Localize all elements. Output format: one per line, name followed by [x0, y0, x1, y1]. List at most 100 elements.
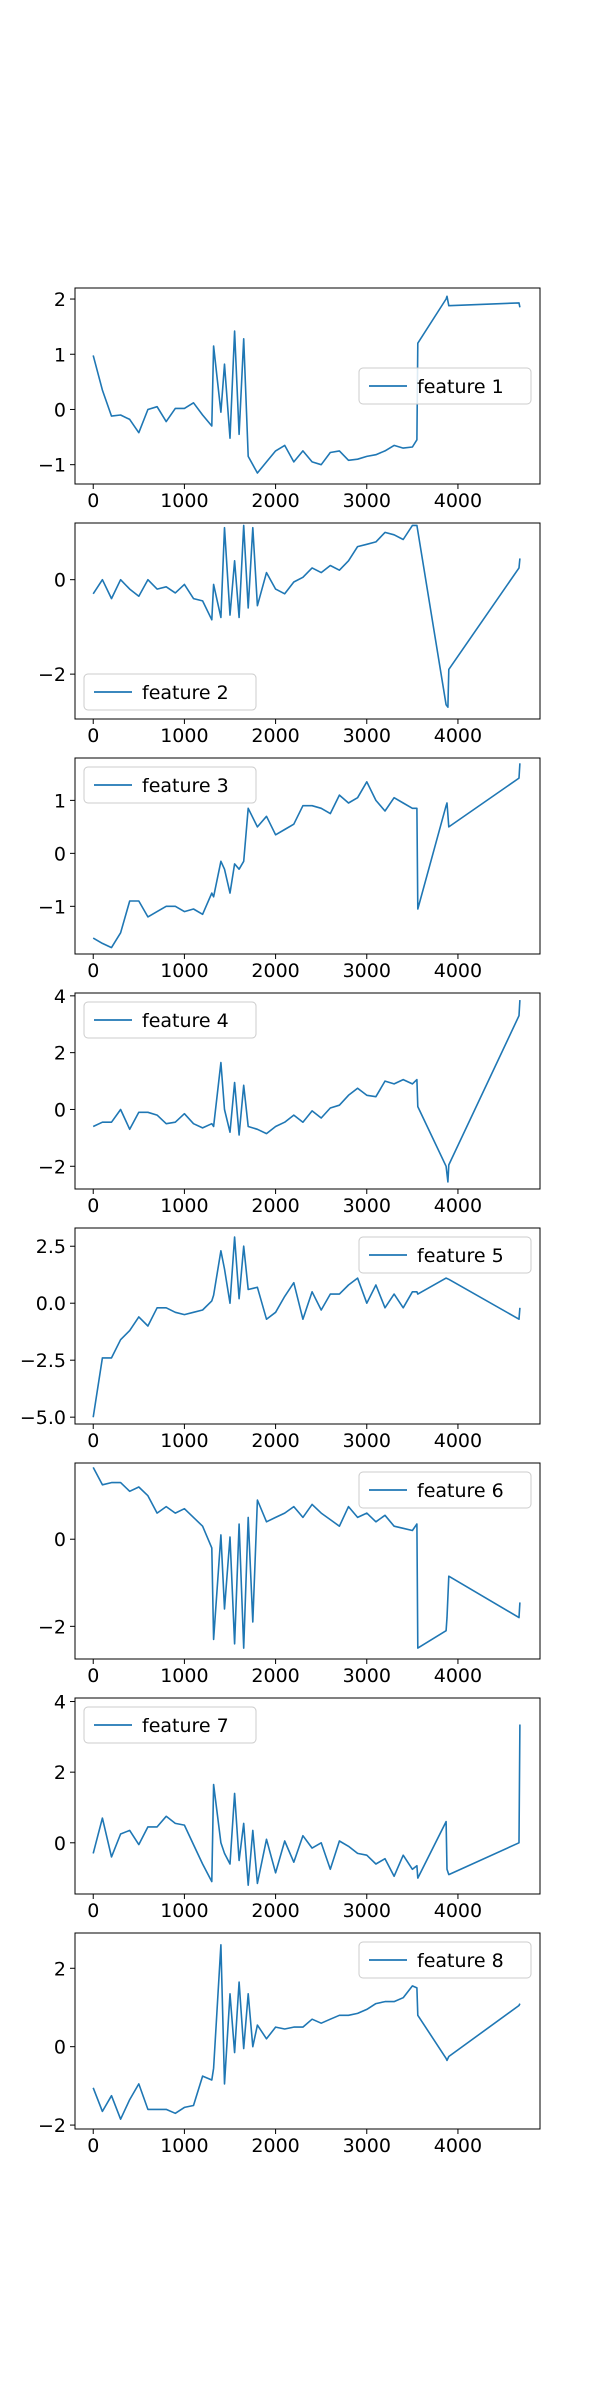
y-tick-label: 2.5: [36, 1236, 66, 1258]
subplot-8: 0 1000 2000 3000 4000 −2 0 2 feature 8: [38, 1932, 541, 2157]
legend-box: [358, 1471, 532, 1509]
x-tick-label: 2000: [251, 490, 299, 512]
legend-label: feature 5: [417, 1245, 504, 1267]
x-tick-label: 0: [87, 1430, 99, 1452]
x-tick-label: 4000: [434, 725, 482, 747]
legend-label: feature 7: [142, 1715, 229, 1737]
x-tick-label: 3000: [343, 1900, 391, 1922]
x-tick-label: 4000: [434, 960, 482, 982]
subplot-2: 0 1000 2000 3000 4000 −2 0 feature 2: [38, 522, 541, 747]
subplot-7: 0 1000 2000 3000 4000 0 2 4 feature 7: [54, 1692, 541, 1922]
x-tick-label: 1000: [160, 1195, 208, 1217]
x-tick-label: 2000: [251, 1195, 299, 1217]
subplot-5: 0 1000 2000 3000 4000 −5.0 −2.5 0.0 2.5 feature 5: [20, 1227, 541, 1452]
axes-frame: [74, 287, 541, 485]
x-tick-label: 3000: [343, 1430, 391, 1452]
x-tick-label: 4000: [434, 1900, 482, 1922]
y-tick-label: 0: [54, 1099, 66, 1121]
x-tick-label: 2000: [251, 1430, 299, 1452]
legend: feature 7: [83, 1706, 257, 1744]
x-tick-label: 3000: [343, 2135, 391, 2157]
series-line-feature-6: [92, 1467, 521, 1649]
x-tick-label: 4000: [434, 1430, 482, 1452]
legend-box: [358, 367, 532, 405]
y-tick-label: −1: [38, 455, 66, 477]
y-tick-label: 0: [54, 570, 66, 592]
x-tick-label: 1000: [160, 490, 208, 512]
y-tick-label: 0: [54, 2037, 66, 2059]
y-tick-label: −2.5: [20, 1350, 66, 1372]
y-tick-label: 2: [54, 1043, 66, 1065]
x-tick-label: 0: [87, 490, 99, 512]
y-tick-label: 4: [54, 1692, 66, 1714]
x-tick-label: 0: [87, 1195, 99, 1217]
subplot-4: 0 1000 2000 3000 4000 −2 0 2 4 feature 4: [38, 986, 541, 1217]
x-tick-label: 0: [87, 1900, 99, 1922]
y-tick-label: 0: [54, 1529, 66, 1551]
x-tick-label: 3000: [343, 960, 391, 982]
y-tick-label: 4: [54, 986, 66, 1008]
series-line-feature-7: [92, 1724, 521, 1886]
subplot-1: 0 1000 2000 3000 4000 −1 0 1 2 feature 1: [38, 287, 541, 512]
x-tick-label: 3000: [343, 1195, 391, 1217]
x-tick-label: 1000: [160, 2135, 208, 2157]
legend-label: feature 3: [142, 775, 229, 797]
legend-label: feature 1: [417, 376, 504, 398]
x-tick-label: 4000: [434, 1665, 482, 1687]
series-line-feature-2: [92, 524, 521, 709]
x-tick-label: 2000: [251, 2135, 299, 2157]
y-tick-label: −2: [38, 1156, 66, 1178]
axes-frame: [74, 522, 541, 720]
x-tick-label: 1000: [160, 725, 208, 747]
series-line-feature-3: [92, 763, 521, 949]
series-line-feature-4: [92, 1000, 521, 1183]
legend-label: feature 4: [142, 1010, 229, 1032]
legend-box: [83, 1706, 257, 1744]
y-tick-label: 0: [54, 1833, 66, 1855]
legend: feature 3: [83, 766, 257, 804]
x-tick-label: 1000: [160, 1900, 208, 1922]
y-tick-label: −2: [38, 1616, 66, 1638]
x-tick-label: 1000: [160, 1430, 208, 1452]
subplot-3: 0 1000 2000 3000 4000 −1 0 1 feature 3: [38, 757, 541, 982]
legend: feature 2: [83, 673, 257, 711]
x-tick-label: 0: [87, 2135, 99, 2157]
x-tick-label: 0: [87, 1665, 99, 1687]
axes-frame: [74, 757, 541, 955]
legend: feature 8: [358, 1941, 532, 1979]
series-line-feature-8: [92, 1944, 521, 2120]
axes-frame: [74, 1227, 541, 1425]
x-tick-label: 2000: [251, 960, 299, 982]
legend: feature 5: [358, 1236, 532, 1274]
x-tick-label: 1000: [160, 1665, 208, 1687]
x-tick-label: 4000: [434, 1195, 482, 1217]
axes-frame: [74, 992, 541, 1190]
legend-box: [83, 1001, 257, 1039]
subplot-6: 0 1000 2000 3000 4000 −2 0 feature 6: [38, 1462, 541, 1687]
x-tick-label: 1000: [160, 960, 208, 982]
legend: feature 1: [358, 367, 532, 405]
y-tick-label: 0: [54, 843, 66, 865]
x-tick-label: 4000: [434, 2135, 482, 2157]
x-tick-label: 4000: [434, 490, 482, 512]
x-tick-label: 2000: [251, 725, 299, 747]
y-tick-label: 1: [54, 344, 66, 366]
y-tick-label: −1: [38, 896, 66, 918]
x-tick-label: 0: [87, 960, 99, 982]
legend-label: feature 2: [142, 682, 229, 704]
x-tick-label: 3000: [343, 490, 391, 512]
legend-label: feature 8: [417, 1950, 504, 1972]
axes-frame: [74, 1932, 541, 2130]
x-tick-label: 3000: [343, 725, 391, 747]
y-tick-label: 2: [54, 1958, 66, 1980]
legend-label: feature 6: [417, 1480, 504, 1502]
legend: feature 4: [83, 1001, 257, 1039]
series-line-feature-5: [92, 1236, 521, 1418]
x-tick-label: 0: [87, 725, 99, 747]
legend: feature 6: [358, 1471, 532, 1509]
x-tick-label: 3000: [343, 1665, 391, 1687]
legend-box: [358, 1236, 532, 1274]
x-tick-label: 2000: [251, 1900, 299, 1922]
x-tick-label: 2000: [251, 1665, 299, 1687]
